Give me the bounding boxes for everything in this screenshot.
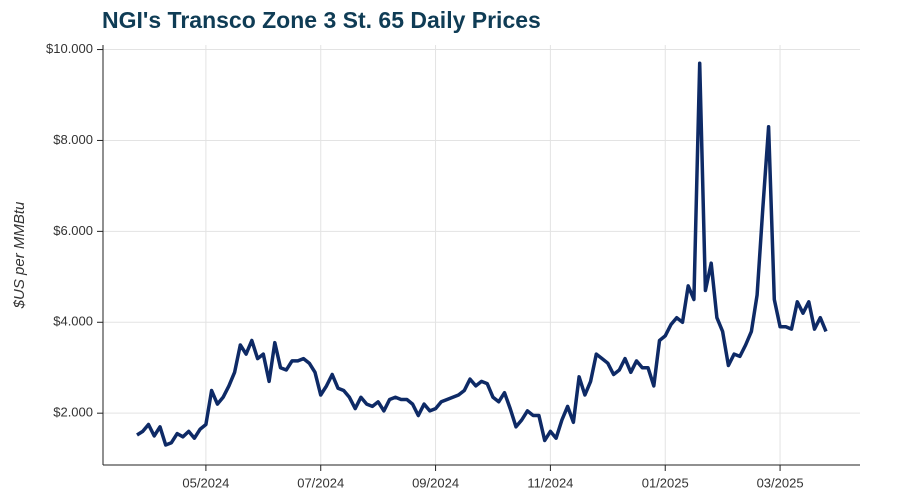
x-tick-label: 01/2025: [642, 475, 689, 490]
y-tick-label: $2.000: [53, 405, 93, 420]
chart-title: NGI's Transco Zone 3 St. 65 Daily Prices: [102, 7, 541, 33]
y-tick-label: $4.000: [53, 314, 93, 329]
x-tick-label: 07/2024: [297, 475, 344, 490]
y-axis-label: $US per MMBtu: [11, 201, 28, 309]
x-tick-label: 05/2024: [182, 475, 229, 490]
y-tick-label: $6.000: [53, 223, 93, 238]
y-tick-label: $10.000: [46, 41, 93, 56]
y-tick-label: $8.000: [53, 132, 93, 147]
price-line: [136, 61, 828, 447]
x-tick-label: 03/2025: [757, 475, 804, 490]
x-tick-label: 11/2024: [527, 475, 573, 490]
x-tick-label: 09/2024: [412, 475, 459, 490]
